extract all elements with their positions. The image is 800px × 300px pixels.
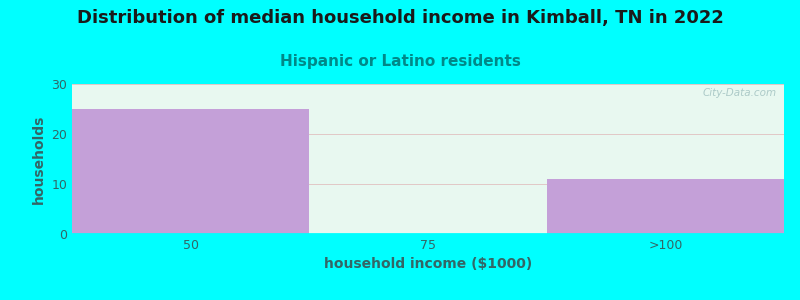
Y-axis label: households: households — [32, 114, 46, 204]
Text: Distribution of median household income in Kimball, TN in 2022: Distribution of median household income … — [77, 9, 723, 27]
Bar — [72, 109, 310, 234]
Bar — [546, 179, 784, 234]
Text: City-Data.com: City-Data.com — [702, 88, 777, 98]
Text: Hispanic or Latino residents: Hispanic or Latino residents — [279, 54, 521, 69]
X-axis label: household income ($1000): household income ($1000) — [324, 257, 532, 272]
